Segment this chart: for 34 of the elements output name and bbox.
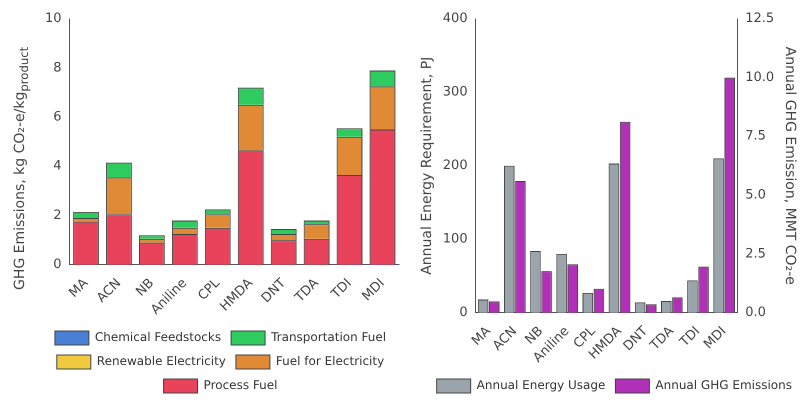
x-tick-label: MA <box>66 276 92 301</box>
y2-tick-label: 12.5 <box>745 11 774 26</box>
x-tick-label: CPL <box>195 275 224 304</box>
legend-label: Chemical Feedstocks <box>94 330 222 344</box>
x-tick-label: NB <box>133 276 158 300</box>
x-tick-label: TDI <box>676 324 704 351</box>
legend-label: Process Fuel <box>204 378 278 392</box>
y-tick-label: 100 <box>442 232 468 247</box>
legend-label: Transportation Fuel <box>270 330 386 344</box>
x-tick-label: TDI <box>328 276 355 303</box>
y-tick-label: 200 <box>442 158 468 174</box>
y2-tick-label: 2.5 <box>745 246 766 262</box>
legend-label: Renewable Electricity <box>96 354 226 368</box>
y-tick-label: 10 <box>44 11 62 26</box>
y-tick-label: 6 <box>53 110 62 125</box>
legend-label: Annual Energy Usage <box>476 378 606 392</box>
y2-tick-label: 10.0 <box>745 70 774 85</box>
y-tick-label: 300 <box>442 84 468 100</box>
y-tick-label: 0 <box>459 305 468 320</box>
legend-label: Fuel for Electricity <box>276 354 384 368</box>
y-tick-label: 2 <box>53 208 62 223</box>
x-tick-label: TDA <box>292 276 322 306</box>
y-axis-title: Annual Energy Requirement, PJ <box>419 56 436 275</box>
y-tick-label: 8 <box>53 60 62 76</box>
y2-tick-label: 0.0 <box>745 305 766 320</box>
x-tick-label: TDA <box>646 324 678 354</box>
y2-tick-label: 7.5 <box>745 128 766 144</box>
y-tick-label: 0 <box>53 257 62 272</box>
y-tick-label: 4 <box>53 158 62 174</box>
x-tick-label: MA <box>469 324 494 349</box>
y2-tick-label: 5.0 <box>745 188 766 203</box>
legend-label: Annual GHG Emissions <box>655 378 792 392</box>
y-tick-label: 400 <box>442 11 468 26</box>
y2-axis-title: Annual GHG Emission, MMT CO₂-e <box>782 46 798 285</box>
